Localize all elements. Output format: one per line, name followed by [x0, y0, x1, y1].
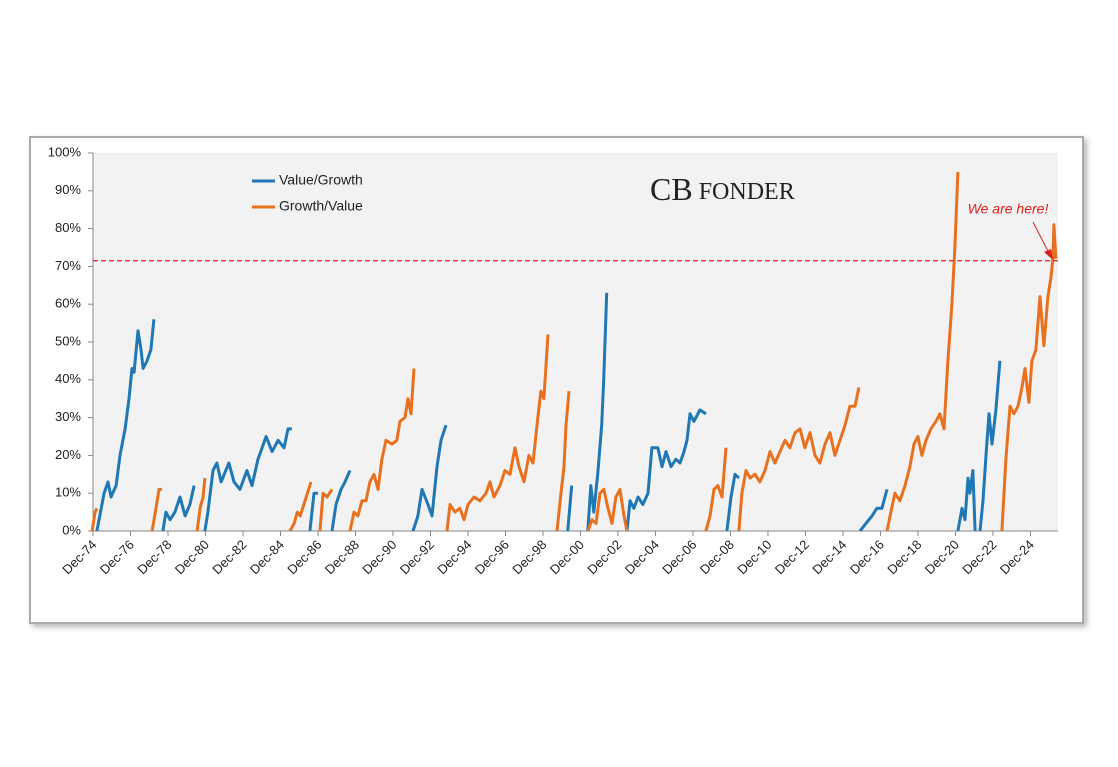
y-tick-label: 60%: [55, 296, 81, 311]
legend-label: Growth/Value: [279, 198, 363, 214]
logo-name: FONDER: [699, 179, 795, 205]
annotation-arrowhead: [1044, 249, 1053, 260]
y-tick-label: 70%: [55, 258, 81, 273]
y-tick-label: 80%: [55, 220, 81, 235]
y-tick-label: 30%: [55, 409, 81, 424]
plot-area: [93, 153, 1058, 531]
y-tick-label: 20%: [55, 447, 81, 462]
series-line: [90, 171, 1058, 532]
annotation-arrow: [1032, 221, 1051, 256]
y-tick-label: 50%: [55, 333, 81, 348]
logo: CB FONDER: [650, 171, 795, 207]
y-tick-label: 0%: [62, 522, 81, 537]
logo-initials: CB: [650, 171, 693, 207]
legend-label: Value/Growth: [279, 172, 363, 188]
y-tick-label: 100%: [48, 144, 82, 159]
y-tick-label: 90%: [55, 182, 81, 197]
y-tick-label: 10%: [55, 485, 81, 500]
series-line: [95, 292, 1002, 532]
annotation: We are here!: [968, 201, 1049, 217]
y-tick-label: 40%: [55, 371, 81, 386]
